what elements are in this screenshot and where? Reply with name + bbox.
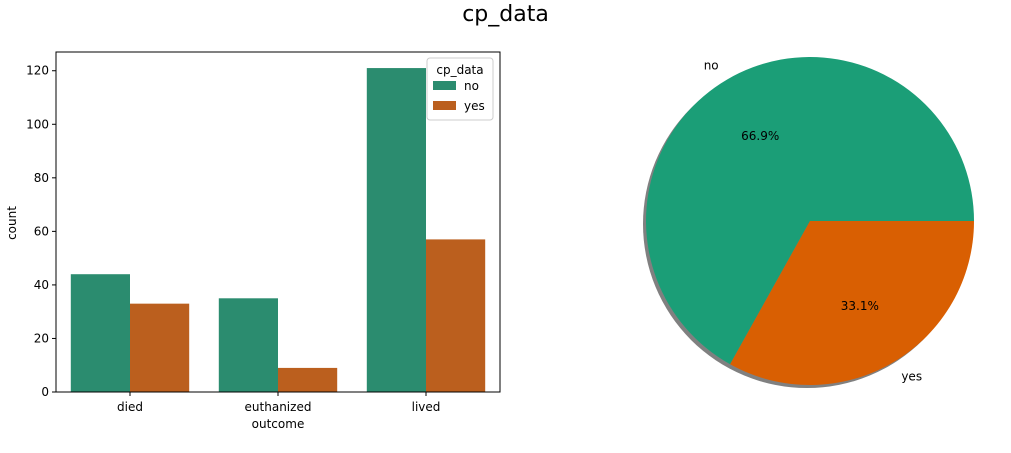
legend: cp_data no yes: [426, 57, 494, 121]
bar-lived-yes: [426, 239, 486, 392]
y-tick-label: 80: [34, 171, 49, 185]
bar-lived-no: [366, 68, 426, 393]
legend-label-yes: yes: [464, 99, 485, 113]
y-tick-label: 60: [34, 224, 49, 238]
legend-swatch-yes: [433, 101, 456, 110]
pie-slice-no: [645, 56, 974, 365]
y-tick-label: 0: [41, 385, 49, 399]
y-axis-label: count: [5, 206, 19, 240]
bar-euthanized-yes: [278, 367, 338, 392]
pie-pct-no: 66.9%: [741, 129, 779, 143]
legend-swatch-no: [433, 81, 456, 90]
x-tick-label: euthanized: [245, 400, 312, 414]
bar-euthanized-no: [218, 298, 278, 392]
bar-died-yes: [130, 303, 190, 392]
pie-pct-yes: 33.1%: [841, 299, 879, 313]
x-axis-label: outcome: [252, 417, 305, 431]
plot-frame: [55, 51, 501, 393]
y-tick-label: 40: [34, 278, 49, 292]
x-tick-label: lived: [412, 400, 441, 414]
y-tick-label: 20: [34, 331, 49, 345]
pie-label-no: no: [704, 58, 719, 72]
y-tick-label: 100: [26, 117, 49, 131]
bar-died-no: [70, 274, 130, 392]
pie-label-yes: yes: [901, 370, 922, 384]
figure-title: cp_data: [462, 2, 549, 27]
pie-slice-yes: [730, 221, 974, 385]
y-tick-label: 120: [26, 64, 49, 78]
legend-title: cp_data: [436, 63, 483, 77]
x-tick-label: died: [117, 400, 143, 414]
legend-label-no: no: [464, 79, 479, 93]
